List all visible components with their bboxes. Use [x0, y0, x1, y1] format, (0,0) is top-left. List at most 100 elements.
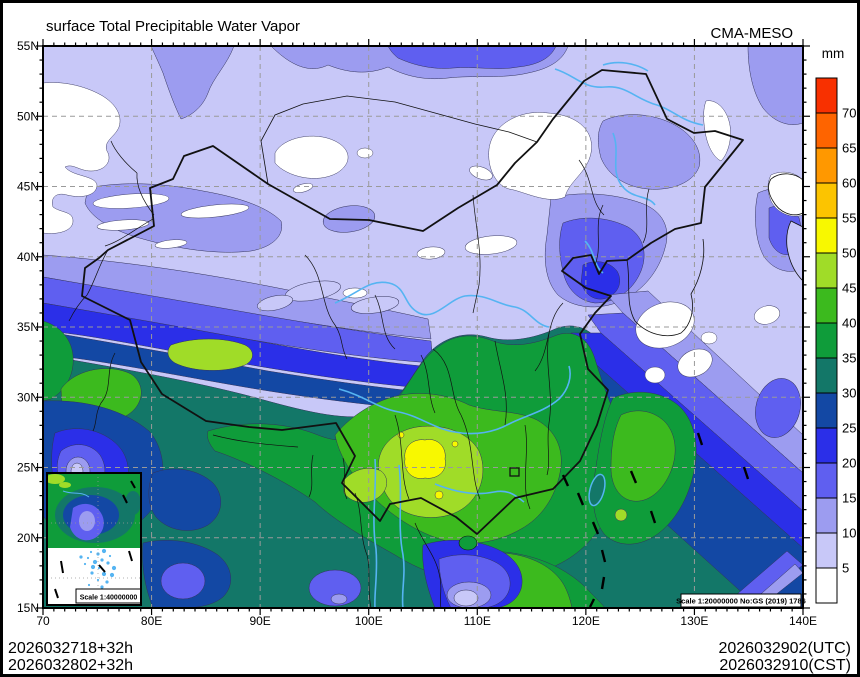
model-label: CMA-MESO: [710, 25, 794, 42]
dash-segment: [54, 588, 59, 599]
island-dot: [97, 566, 101, 570]
colorbar-tick-label: 55: [842, 211, 856, 226]
island-dot: [109, 572, 115, 578]
nine-dash-line: [561, 432, 750, 608]
colorbar-swatch: [815, 532, 838, 569]
colorbar-swatch: [815, 112, 838, 149]
lat-tick-label: 30N: [17, 390, 39, 404]
lat-tick-label: 25N: [17, 461, 39, 475]
island-dot: [108, 554, 112, 558]
colorbar-swatch: [815, 462, 838, 499]
colorbar-swatch: [815, 147, 838, 184]
inset-scale-label: Scale 1:40000000: [80, 595, 138, 602]
dash-segment: [629, 470, 638, 484]
colorbar-tick-label: 30: [842, 386, 856, 401]
colorbar-swatch: [815, 252, 838, 289]
valid-time-utc: 2026032902(UTC): [718, 640, 851, 657]
lon-tick-label: 90E: [249, 614, 270, 628]
dash-segment: [130, 480, 136, 489]
honshu-coast: [786, 220, 803, 282]
island-dot: [86, 556, 90, 560]
dash-segment: [600, 549, 607, 563]
dash-segment: [591, 521, 600, 535]
lat-tick-label: 55N: [17, 39, 39, 53]
island-dot: [90, 564, 96, 570]
island-dot: [101, 571, 107, 577]
main-scale-label: Scale 1:20000000 No:GS (2019) 1786: [676, 597, 806, 606]
rivers: [334, 61, 704, 608]
footer-valid-times: 2026032902(UTC) 2026032910(CST): [718, 640, 851, 674]
dash-segment: [98, 564, 106, 573]
colorbar-swatch: [815, 392, 838, 429]
colorbar-tick-label: 35: [842, 351, 856, 366]
colorbar-tick-label: 20: [842, 456, 856, 471]
dash-segment: [128, 550, 133, 562]
colorbar-unit-label: mm: [822, 46, 845, 61]
dash-segment: [60, 560, 64, 574]
lat-tick-label: 40N: [17, 250, 39, 264]
lon-tick-label: 120E: [572, 614, 600, 628]
colorbar-swatch: [815, 182, 838, 219]
colorbar-swatch: [815, 357, 838, 394]
lat-tick-label: 35N: [17, 320, 39, 334]
lon-tick-label: 100E: [355, 614, 383, 628]
dash-segment: [561, 474, 570, 487]
dash-segment: [696, 432, 704, 446]
colorbar-swatch: [815, 497, 838, 534]
colorbar-tick-label: 45: [842, 281, 856, 296]
colorbar-tick-label: 5: [842, 561, 849, 576]
island-dot: [96, 578, 100, 582]
colorbar-swatch: [815, 77, 838, 114]
valid-time-cst: 2026032910(CST): [719, 657, 851, 674]
colorbar-tick-label: 10: [842, 526, 856, 541]
dash-segment: [742, 466, 750, 480]
lat-tick-label: 50N: [17, 109, 39, 123]
colorbar-tick-label: 40: [842, 316, 856, 331]
map-canvas: Scale 1:20000000 No:GS (2019) 1786: [17, 39, 856, 628]
island-dot: [105, 580, 109, 584]
city-marker: [509, 467, 520, 477]
borders: [68, 69, 803, 608]
lon-tick-label: 70: [36, 614, 50, 628]
colorbar-swatch: [815, 427, 838, 464]
dash-segment: [122, 494, 128, 504]
colorbar-tick-label: 60: [842, 176, 856, 191]
colorbar-tick-label: 25: [842, 421, 856, 436]
colorbar-swatch: [815, 217, 838, 254]
dash-segment: [576, 492, 585, 506]
lat-tick-label: 45N: [17, 180, 39, 194]
run-time-utc: 2026032718+32h: [8, 640, 134, 657]
inset-border: [46, 472, 142, 606]
island-dot: [100, 558, 104, 562]
lat-tick-label: 20N: [17, 531, 39, 545]
hainan-island: [458, 535, 478, 551]
dash-segment: [649, 510, 657, 524]
island-dot: [87, 583, 91, 587]
hokkaido-coast: [768, 173, 803, 216]
lon-tick-label: 80E: [141, 614, 162, 628]
colorbar-tick-label: 15: [842, 491, 856, 506]
lon-tick-label: 110E: [464, 614, 491, 628]
mongolia-border: [260, 95, 538, 185]
colorbar-tick-label: 50: [842, 246, 856, 261]
colorbar-tick-label: 65: [842, 141, 856, 156]
page-title: surface Total Precipitable Water Vapor: [46, 18, 301, 35]
island-dot: [101, 548, 107, 554]
lon-tick-label: 130E: [680, 614, 708, 628]
island-dot: [100, 585, 104, 589]
colorbar-swatch: [815, 322, 838, 359]
island-dot: [83, 562, 87, 566]
colorbar: 70 65 60 55 50 45 40 35 30 25 20 15 10 5: [815, 77, 856, 604]
taiwan-island: [588, 473, 606, 507]
colorbar-swatch: [815, 567, 838, 604]
footer-run-times: 2026032718+32h 2026032802+32h: [8, 640, 133, 674]
south-china-sea-inset: Scale 1:40000000: [46, 472, 142, 606]
korea-border: [626, 238, 705, 337]
island-dot: [89, 550, 93, 554]
island-dot: [111, 565, 117, 571]
lat-tick-label: 15N: [17, 601, 39, 615]
island-dot: [92, 559, 98, 565]
axis-labels: 70 80E 90E 100E 110E 120E 130E 140E 55N 50N 45N 40N…: [17, 39, 817, 628]
colorbar-swatch: [815, 287, 838, 324]
